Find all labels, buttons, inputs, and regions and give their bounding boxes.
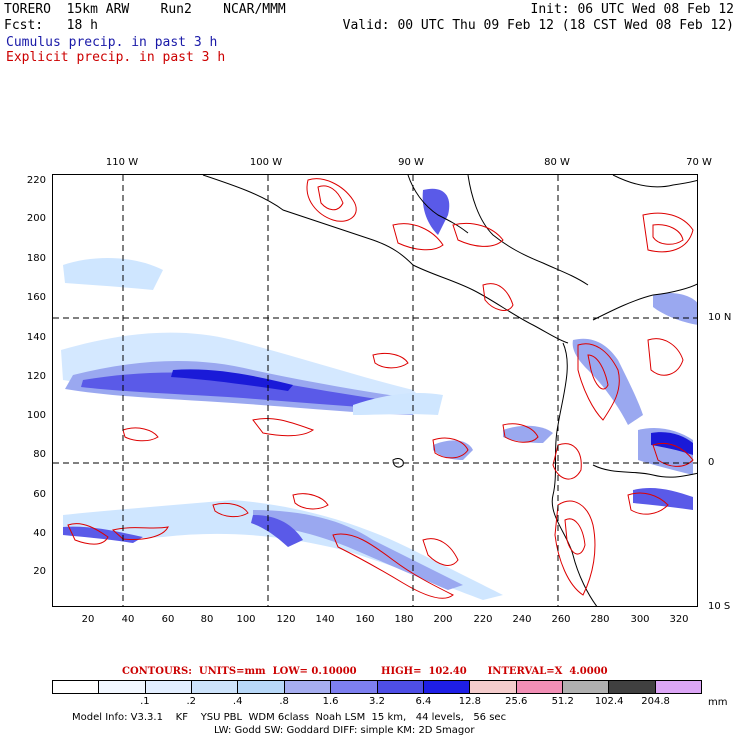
- x-tick: 60: [161, 614, 175, 625]
- lon-label-110w: 110 W: [105, 157, 139, 168]
- colorbar-label: 25.6: [505, 696, 528, 707]
- valid-time: Valid: 00 UTC Thu 09 Feb 12 (18 CST Wed …: [342, 18, 734, 33]
- y-tick: 100: [26, 410, 46, 421]
- colorbar-cell: [284, 681, 332, 693]
- header-title: TORERO 15km ARW Run2 NCAR/MMM: [4, 2, 286, 17]
- colorbar-label: 6.4: [415, 696, 432, 707]
- x-tick: 260: [551, 614, 571, 625]
- colorbar-cell: [377, 681, 424, 693]
- y-tick: 200: [26, 213, 46, 224]
- coastline-layer: [202, 175, 697, 606]
- colorbar-cell: [609, 681, 656, 693]
- colorbar-cell: [145, 681, 193, 693]
- precip-map: [52, 174, 698, 607]
- init-time: Init: 06 UTC Wed 08 Feb 12: [530, 2, 735, 17]
- colorbar-label: .4: [232, 696, 243, 707]
- x-tick: 280: [590, 614, 610, 625]
- colorbar-label: .2: [186, 696, 197, 707]
- colorbar-label: 12.8: [458, 696, 481, 707]
- lon-label-70w: 70 W: [686, 157, 712, 168]
- model-info-line2: LW: Godd SW: Goddard DIFF: simple KM: 2D…: [214, 725, 475, 736]
- colorbar-cell: [655, 681, 702, 693]
- colorbar-cell: [53, 681, 100, 693]
- colorbar-cell: [331, 681, 378, 693]
- lon-label-80w: 80 W: [544, 157, 570, 168]
- x-tick: 220: [473, 614, 493, 625]
- contours-info: CONTOURS: UNITS=mm LOW= 0.10000 HIGH= 10…: [122, 666, 608, 677]
- colorbar-cell: [238, 681, 285, 693]
- x-tick: 80: [200, 614, 214, 625]
- y-tick: 40: [33, 528, 46, 539]
- lat-label-10n: 10 N: [708, 312, 732, 323]
- cumulus-precip-layer: [61, 188, 697, 600]
- colorbar-unit: mm: [708, 697, 728, 708]
- y-tick: 60: [33, 489, 46, 500]
- lon-label-90w: 90 W: [398, 157, 424, 168]
- x-tick: 300: [630, 614, 650, 625]
- x-tick: 20: [81, 614, 95, 625]
- lat-label-10s: 10 S: [708, 601, 731, 612]
- colorbar-label: 102.4: [594, 696, 624, 707]
- map-canvas: [53, 175, 697, 606]
- y-tick: 20: [33, 566, 46, 577]
- forecast-hour: Fcst: 18 h: [4, 18, 98, 33]
- colorbar-labels: .1 .2 .4 .8 1.6 3.2 6.4 12.8 25.6 51.2 102.4 204.8: [52, 696, 702, 708]
- lat-lon-grid: [53, 175, 697, 606]
- x-tick: 120: [276, 614, 296, 625]
- x-tick: 320: [669, 614, 689, 625]
- colorbar-cell: [99, 681, 146, 693]
- colorbar-label: 3.2: [369, 696, 385, 707]
- colorbar-cell: [562, 681, 610, 693]
- model-info-line1: Model Info: V3.3.1 KF YSU PBL WDM 6class…: [72, 712, 507, 723]
- colorbar-cell: [423, 681, 471, 693]
- y-tick: 120: [26, 371, 46, 382]
- colorbar-label: .1: [140, 696, 150, 707]
- x-tick: 100: [236, 614, 256, 625]
- x-tick: 40: [121, 614, 135, 625]
- colorbar-label: .8: [279, 696, 289, 707]
- y-tick: 160: [26, 292, 46, 303]
- colorbar-cell: [192, 681, 239, 693]
- colorbar-cell: [470, 681, 517, 693]
- colorbar-label: 204.8: [641, 696, 670, 707]
- legend-cumulus: Cumulus precip. in past 3 h: [6, 35, 218, 50]
- precip-colorbar: [52, 680, 702, 694]
- x-tick: 140: [315, 614, 335, 625]
- y-tick: 180: [26, 253, 46, 264]
- x-tick: 160: [355, 614, 375, 625]
- legend-explicit: Explicit precip. in past 3 h: [6, 50, 226, 65]
- y-tick: 140: [26, 332, 46, 343]
- y-tick: 220: [26, 175, 46, 186]
- lon-label-100w: 100 W: [249, 157, 283, 168]
- x-tick: 200: [433, 614, 453, 625]
- colorbar-label: 1.6: [322, 696, 339, 707]
- colorbar-cell: [516, 681, 563, 693]
- colorbar-label: 51.2: [551, 696, 574, 707]
- lat-label-0: 0: [708, 457, 715, 468]
- y-tick: 80: [33, 449, 46, 460]
- x-tick: 240: [512, 614, 532, 625]
- x-tick: 180: [394, 614, 414, 625]
